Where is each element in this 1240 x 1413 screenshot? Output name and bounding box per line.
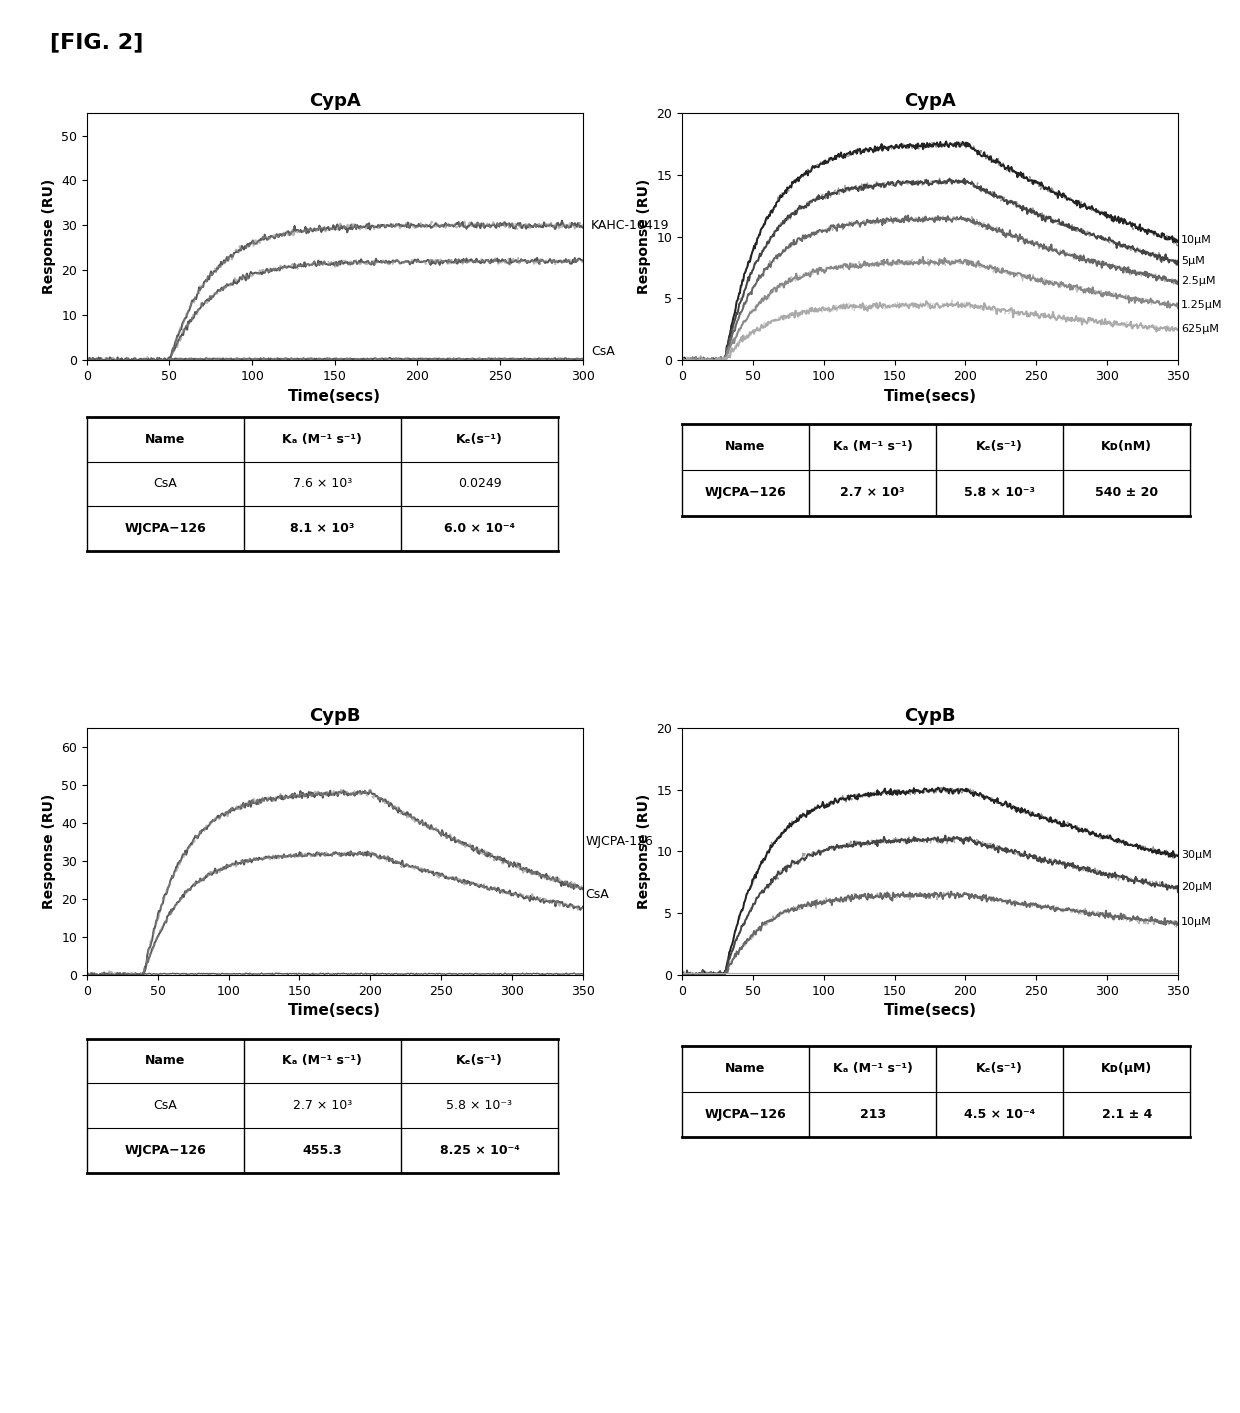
X-axis label: Time(secs): Time(secs) <box>289 1003 382 1019</box>
Text: Kₑ(s⁻¹): Kₑ(s⁻¹) <box>456 1054 503 1067</box>
Text: 8.25 × 10⁻⁴: 8.25 × 10⁻⁴ <box>440 1145 520 1157</box>
Text: Name: Name <box>725 1063 766 1075</box>
Text: WJCPA−126: WJCPA−126 <box>124 1145 206 1157</box>
Text: WJCPA−126: WJCPA−126 <box>124 523 206 536</box>
Text: 30μM: 30μM <box>1180 851 1211 861</box>
Text: 10μM: 10μM <box>1180 236 1211 246</box>
Text: 625μM: 625μM <box>1180 324 1219 333</box>
Text: Name: Name <box>725 441 766 454</box>
Text: CsA: CsA <box>585 887 609 900</box>
Text: 2.7 × 10³: 2.7 × 10³ <box>841 486 905 499</box>
Text: 2.5μM: 2.5μM <box>1180 276 1215 285</box>
X-axis label: Time(secs): Time(secs) <box>883 1003 977 1019</box>
Text: Kᴅ(nM): Kᴅ(nM) <box>1101 441 1152 454</box>
Text: Kₐ (M⁻¹ s⁻¹): Kₐ (M⁻¹ s⁻¹) <box>283 432 362 445</box>
Text: 6.0 × 10⁻⁴: 6.0 × 10⁻⁴ <box>444 523 515 536</box>
Y-axis label: Response (RU): Response (RU) <box>41 794 56 909</box>
Text: 540 ± 20: 540 ± 20 <box>1095 486 1158 499</box>
Text: Kₑ(s⁻¹): Kₑ(s⁻¹) <box>976 1063 1023 1075</box>
Title: CypA: CypA <box>309 92 361 110</box>
Text: 4.5 × 10⁻⁴: 4.5 × 10⁻⁴ <box>965 1108 1035 1121</box>
Text: 10μM: 10μM <box>1180 917 1211 927</box>
Text: CsA: CsA <box>154 478 177 490</box>
Title: CypB: CypB <box>309 706 361 725</box>
Text: 7.6 × 10³: 7.6 × 10³ <box>293 478 352 490</box>
Text: Name: Name <box>145 432 186 445</box>
Title: CypA: CypA <box>904 92 956 110</box>
Text: Name: Name <box>145 1054 186 1067</box>
Y-axis label: Response (RU): Response (RU) <box>41 179 56 294</box>
Text: 20μM: 20μM <box>1180 882 1211 892</box>
Text: 0.0249: 0.0249 <box>458 478 501 490</box>
Text: 1.25μM: 1.25μM <box>1180 300 1223 309</box>
Text: Kₐ (M⁻¹ s⁻¹): Kₐ (M⁻¹ s⁻¹) <box>283 1054 362 1067</box>
X-axis label: Time(secs): Time(secs) <box>289 389 382 404</box>
Text: WJCPA−126: WJCPA−126 <box>704 1108 786 1121</box>
Y-axis label: Response (RU): Response (RU) <box>637 794 651 909</box>
Text: 5.8 × 10⁻³: 5.8 × 10⁻³ <box>965 486 1035 499</box>
X-axis label: Time(secs): Time(secs) <box>883 389 977 404</box>
Text: KAHC-10419: KAHC-10419 <box>591 219 670 232</box>
Text: Kₐ (M⁻¹ s⁻¹): Kₐ (M⁻¹ s⁻¹) <box>833 441 913 454</box>
Text: CsA: CsA <box>154 1099 177 1112</box>
Text: 455.3: 455.3 <box>303 1145 342 1157</box>
Text: Kₑ(s⁻¹): Kₑ(s⁻¹) <box>976 441 1023 454</box>
Text: WJCPA−126: WJCPA−126 <box>704 486 786 499</box>
Text: Kₑ(s⁻¹): Kₑ(s⁻¹) <box>456 432 503 445</box>
Text: 8.1 × 10³: 8.1 × 10³ <box>290 523 355 536</box>
Text: 5.8 × 10⁻³: 5.8 × 10⁻³ <box>446 1099 512 1112</box>
Y-axis label: Response (RU): Response (RU) <box>637 179 651 294</box>
Title: CypB: CypB <box>904 706 956 725</box>
Text: 213: 213 <box>859 1108 885 1121</box>
Text: WJCPA-126: WJCPA-126 <box>585 835 653 848</box>
Text: 5μM: 5μM <box>1180 256 1204 266</box>
Text: Kᴅ(μM): Kᴅ(μM) <box>1101 1063 1152 1075</box>
Text: Kₐ (M⁻¹ s⁻¹): Kₐ (M⁻¹ s⁻¹) <box>833 1063 913 1075</box>
Text: 2.7 × 10³: 2.7 × 10³ <box>293 1099 352 1112</box>
Text: 2.1 ± 4: 2.1 ± 4 <box>1101 1108 1152 1121</box>
Text: [FIG. 2]: [FIG. 2] <box>50 32 143 52</box>
Text: CsA: CsA <box>591 345 615 357</box>
